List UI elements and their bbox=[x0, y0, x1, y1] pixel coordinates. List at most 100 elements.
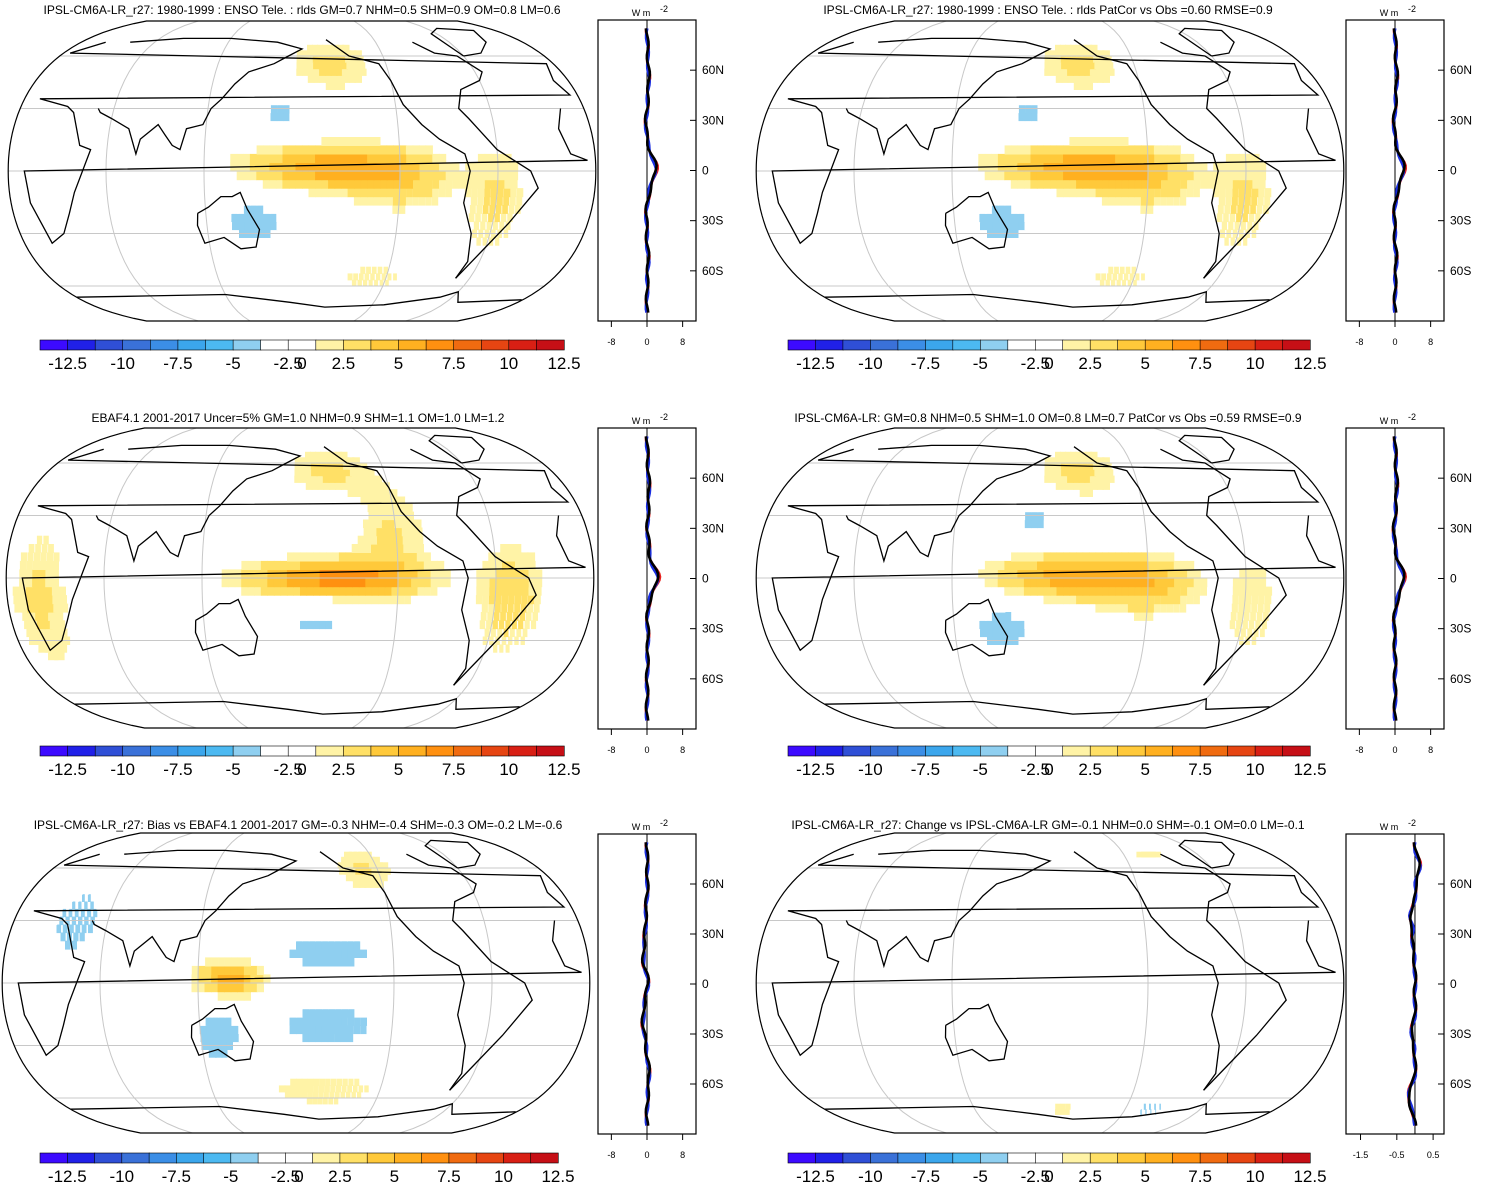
colorbar-bin bbox=[121, 1152, 150, 1164]
colorbar-label: -2.5 bbox=[274, 760, 303, 779]
colorbar-label: 0 bbox=[294, 1167, 303, 1186]
colorbar-bin bbox=[1227, 1152, 1256, 1164]
colorbar-bin bbox=[421, 1152, 450, 1164]
colorbar-bin bbox=[232, 339, 262, 351]
lat-tick-label: 60S bbox=[1450, 264, 1471, 278]
profile-line-mean bbox=[1407, 842, 1422, 1126]
panel-6-map bbox=[755, 832, 1345, 1134]
colorbar-bin bbox=[1144, 745, 1174, 757]
panel-2-colorbar: -12.5 -10 -7.5 -5 -2.50 2.5 5 7.5 10 12.5 bbox=[787, 339, 1327, 373]
colorbar-bin bbox=[94, 1152, 123, 1164]
map-coastlines bbox=[17, 839, 582, 1120]
colorbar-bin bbox=[1199, 745, 1229, 757]
colorbar-bin bbox=[39, 745, 69, 757]
colorbar-bin bbox=[925, 1152, 954, 1164]
colorbar-bin bbox=[448, 1152, 477, 1164]
colorbar-bin bbox=[870, 1152, 899, 1164]
colorbar-label: 10 bbox=[499, 354, 518, 373]
colorbar-label: 0 bbox=[1044, 760, 1053, 779]
colorbar-label: -7.5 bbox=[911, 354, 940, 373]
colorbar-bin bbox=[787, 745, 817, 757]
colorbar-bin bbox=[67, 1152, 96, 1164]
lat-tick-label: 0 bbox=[1450, 977, 1457, 991]
colorbar-bin bbox=[1254, 1152, 1284, 1164]
colorbar-bin bbox=[203, 1152, 232, 1164]
colorbar-label: 10 bbox=[494, 1167, 513, 1186]
colorbar-label: -5 bbox=[226, 354, 241, 373]
colorbar-label: -12.5 bbox=[796, 1167, 835, 1186]
x-tick-label: 0 bbox=[644, 745, 649, 755]
colorbar-label: -7.5 bbox=[162, 1167, 191, 1186]
colorbar-bin bbox=[260, 339, 289, 351]
profile-line-mean bbox=[644, 436, 660, 721]
colorbar-label: 12.5 bbox=[541, 1167, 574, 1186]
profile-unit-exponent: -2 bbox=[1408, 818, 1416, 828]
colorbar-bin bbox=[1254, 339, 1284, 351]
colorbar-label: -2.5 bbox=[1021, 1167, 1050, 1186]
colorbar-bin bbox=[1117, 745, 1146, 757]
colorbar-bin bbox=[979, 1152, 1009, 1164]
colorbar-bin bbox=[1007, 339, 1036, 351]
x-tick-label: 0 bbox=[644, 337, 649, 347]
colorbar-label: 0 bbox=[297, 760, 306, 779]
colorbar-bin bbox=[815, 339, 844, 351]
colorbar-label: -12.5 bbox=[796, 354, 835, 373]
colorbar-bin bbox=[232, 745, 262, 757]
panel-1-colorbar: -12.5 -10 -7.5 -5 -2.50 2.5 5 7.5 10 12.5 bbox=[39, 339, 581, 373]
x-tick-label: -1.5 bbox=[1353, 1150, 1369, 1160]
colorbar-bin bbox=[1199, 339, 1229, 351]
colorbar-label: -7.5 bbox=[911, 760, 940, 779]
profile-unit-label: W m bbox=[1380, 8, 1399, 18]
panel-1-map bbox=[7, 20, 597, 322]
panel-6-zonal-profile: 60N 30N 0 30S 60S -1.5 -0.5 0.5 W m -2 bbox=[1345, 818, 1472, 1160]
map-coastlines bbox=[771, 434, 1336, 715]
field-shading bbox=[218, 44, 524, 287]
panel-1-title: IPSL-CM6A-LR_r27: 1980-1999 : ENSO Tele.… bbox=[43, 3, 560, 17]
colorbar-label: 5 bbox=[1140, 354, 1149, 373]
map-border bbox=[755, 20, 1345, 322]
colorbar-bin bbox=[842, 339, 872, 351]
x-tick-label: -8 bbox=[1355, 337, 1363, 347]
colorbar-bin bbox=[287, 745, 317, 757]
colorbar-label: 10 bbox=[1246, 760, 1265, 779]
lat-tick-label: 30N bbox=[1450, 113, 1472, 127]
colorbar-bin bbox=[952, 339, 981, 351]
colorbar-bin bbox=[257, 1152, 287, 1164]
lat-tick-label: 0 bbox=[702, 572, 709, 586]
colorbar-bin bbox=[1089, 745, 1119, 757]
map-coastlines bbox=[21, 434, 586, 715]
profile-unit-exponent: -2 bbox=[1408, 412, 1416, 422]
panel-5-map bbox=[1, 832, 591, 1134]
colorbar-bin bbox=[897, 745, 927, 757]
lat-tick-label: 30N bbox=[1450, 927, 1472, 941]
lat-tick-label: 30S bbox=[1450, 214, 1471, 228]
panel-6-colorbar: -12.5 -10 -7.5 -5 -2.50 2.5 5 7.5 10 12.5 bbox=[787, 1152, 1327, 1186]
panel-4-colorbar: -12.5 -10 -7.5 -5 -2.50 2.5 5 7.5 10 12.5 bbox=[787, 745, 1327, 779]
colorbar-bin bbox=[1007, 1152, 1036, 1164]
panel-2-title: IPSL-CM6A-LR_r27: 1980-1999 : ENSO Tele.… bbox=[823, 3, 1273, 17]
profile-unit-label: W m bbox=[632, 416, 651, 426]
profile-line-mean bbox=[1391, 436, 1406, 721]
lat-tick-label: 60N bbox=[702, 63, 724, 77]
profile-line-mean bbox=[640, 842, 652, 1126]
colorbar-bin bbox=[1089, 1152, 1119, 1164]
colorbar-bin bbox=[148, 1152, 178, 1164]
panel-4-map bbox=[755, 427, 1345, 729]
x-tick-label: 8 bbox=[1428, 337, 1433, 347]
colorbar-bin bbox=[1007, 745, 1036, 757]
lat-tick-label: 60N bbox=[702, 877, 724, 891]
colorbar-bin bbox=[1089, 339, 1119, 351]
colorbar-label: -7.5 bbox=[163, 354, 192, 373]
colorbar-bin bbox=[150, 339, 179, 351]
colorbar-bin bbox=[453, 745, 482, 757]
colorbar-label: -10 bbox=[858, 354, 883, 373]
colorbar-bin bbox=[370, 339, 400, 351]
profile-unit-exponent: -2 bbox=[660, 4, 668, 14]
panel-4-zonal-profile: 60N 30N 0 30S 60S -8 0 8 W m -2 bbox=[1345, 412, 1472, 755]
colorbar-label: -10 bbox=[858, 760, 883, 779]
colorbar-label: -10 bbox=[858, 1167, 883, 1186]
map-border bbox=[1, 832, 591, 1134]
colorbar-bin bbox=[536, 745, 565, 757]
panel-6-title: IPSL-CM6A-LR_r27: Change vs IPSL-CM6A-LR… bbox=[791, 818, 1305, 832]
